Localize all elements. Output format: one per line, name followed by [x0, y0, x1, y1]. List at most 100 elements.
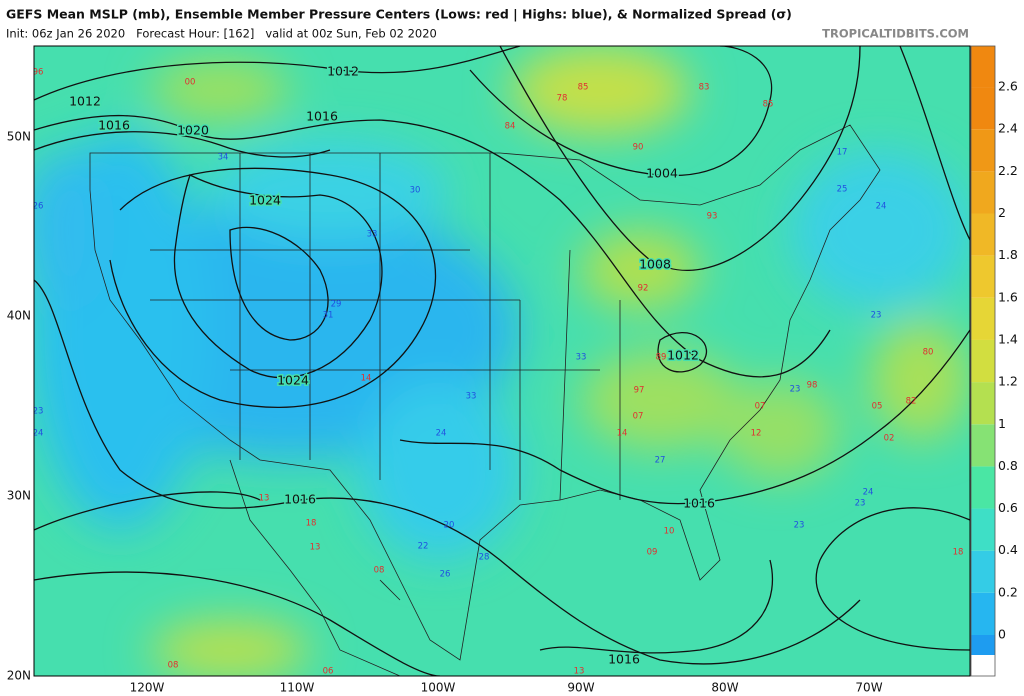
high-center: 23 — [33, 407, 44, 417]
colorbar-label: 2 — [998, 205, 1006, 220]
low-center: 07 — [633, 412, 644, 422]
colorbar-segment — [971, 466, 995, 509]
high-center: 17 — [837, 148, 848, 158]
colorbar-label: 2.2 — [998, 163, 1018, 178]
colorbar-label: 0.4 — [998, 542, 1018, 557]
colorbar-segment — [971, 87, 995, 130]
low-center: 83 — [699, 83, 710, 93]
high-center: 24 — [436, 429, 447, 439]
high-center: 33 — [576, 353, 587, 363]
low-center: 08 — [374, 566, 385, 576]
colorbar-label: 1.4 — [998, 331, 1018, 346]
low-center: 05 — [872, 402, 883, 412]
colorbar-segment — [971, 550, 995, 593]
isobar-label: 1024 — [249, 193, 281, 208]
low-center: 97 — [634, 386, 645, 396]
low-center: 84 — [505, 122, 516, 132]
map-frame — [33, 45, 971, 677]
high-center: 20 — [444, 521, 455, 531]
high-center: 30 — [410, 186, 421, 196]
low-center: 13 — [310, 543, 321, 553]
high-center: 33 — [466, 392, 477, 402]
longitude-label: 80W — [711, 681, 738, 695]
isobar-label: 1012 — [69, 94, 101, 109]
low-center: 92 — [638, 284, 649, 294]
colorbar-segment — [971, 255, 995, 298]
colorbar-segment — [971, 213, 995, 256]
colorbar-label: 0 — [998, 627, 1006, 642]
high-center: 29 — [331, 300, 342, 310]
low-center: 80 — [923, 348, 934, 358]
colorbar-segment — [971, 46, 995, 88]
colorbar-segment — [971, 635, 995, 655]
colorbar-label: 0.8 — [998, 458, 1018, 473]
watermark: TROPICALTIDBITS.COM — [822, 27, 969, 41]
low-center: 90 — [633, 143, 644, 153]
colorbar-segment — [971, 655, 995, 676]
high-center: 28 — [479, 553, 490, 563]
low-center: 78 — [557, 94, 568, 104]
low-center: 85 — [578, 83, 589, 93]
latitude-label: 20N — [7, 669, 31, 683]
colorbar-segment — [971, 508, 995, 551]
low-center: 14 — [617, 429, 628, 439]
low-center: 13 — [574, 667, 585, 677]
low-center: 98 — [807, 381, 818, 391]
isobar-label: 1016 — [284, 492, 316, 507]
low-center: 08 — [168, 661, 179, 671]
isobar-label: 1004 — [646, 166, 678, 181]
colorbar: 0 0.2 0.4 0.6 0.8 1 1.2 1.4 1.6 1.8 2 2.2 2.4 2.6 — [970, 45, 1018, 677]
low-center: 93 — [707, 212, 718, 222]
colorbar-segment — [971, 129, 995, 172]
longitude-label: 120W — [130, 681, 165, 695]
title: GEFS Mean MSLP (mb), Ensemble Member Pre… — [6, 7, 792, 22]
high-center: 22 — [418, 542, 429, 552]
high-center: 24 — [33, 429, 44, 439]
colorbar-label: 1.8 — [998, 247, 1018, 262]
colorbar-segment — [971, 171, 995, 214]
colorbar-label: 0.6 — [998, 500, 1018, 515]
isobar-label: 1016 — [608, 652, 640, 667]
colorbar-segment — [971, 424, 995, 467]
low-center: 18 — [953, 548, 964, 558]
colorbar-label: 1.2 — [998, 374, 1018, 389]
low-center: 00 — [185, 78, 196, 88]
high-center: 26 — [440, 570, 451, 580]
low-center: 18 — [306, 519, 317, 529]
high-center: 24 — [863, 488, 874, 498]
isobar-label: 1016 — [98, 118, 130, 133]
high-center: 23 — [871, 311, 882, 321]
high-center: 27 — [655, 456, 666, 466]
high-center: 34 — [218, 153, 229, 163]
colorbar-label: 0.2 — [998, 584, 1018, 599]
colorbar-segment — [971, 382, 995, 425]
low-center: 06 — [323, 667, 334, 677]
longitude-label: 70W — [855, 681, 882, 695]
low-center: 10 — [664, 527, 675, 537]
high-center: 31 — [323, 311, 334, 321]
longitude-label: 90W — [567, 681, 594, 695]
isobar-label: 1016 — [306, 109, 338, 124]
longitude-label: 110W — [280, 681, 315, 695]
colorbar-label: 1.6 — [998, 289, 1018, 304]
colorbar-label: 2.4 — [998, 121, 1018, 136]
low-center: 14 — [361, 374, 372, 384]
colorbar-label: 1 — [998, 416, 1006, 431]
low-center: 96 — [33, 68, 44, 78]
high-center: 23 — [790, 385, 801, 395]
latitude-label: 50N — [7, 130, 31, 144]
colorbar-segment — [971, 297, 995, 340]
isobar-label: 1012 — [667, 348, 699, 363]
low-center: 12 — [751, 429, 762, 439]
low-center: 82 — [906, 397, 917, 407]
low-center: 85 — [763, 100, 774, 110]
low-center: 07 — [755, 402, 766, 412]
high-center: 24 — [876, 202, 887, 212]
isobar-label: 1024 — [277, 373, 309, 388]
subtitle: Init: 06z Jan 26 2020 Forecast Hour: [16… — [6, 27, 437, 41]
colorbar-label: 2.6 — [998, 79, 1018, 94]
colorbar-frame — [970, 45, 996, 677]
high-center: 23 — [794, 521, 805, 531]
longitude-label: 100W — [421, 681, 456, 695]
isobar-label: 1020 — [177, 123, 209, 138]
